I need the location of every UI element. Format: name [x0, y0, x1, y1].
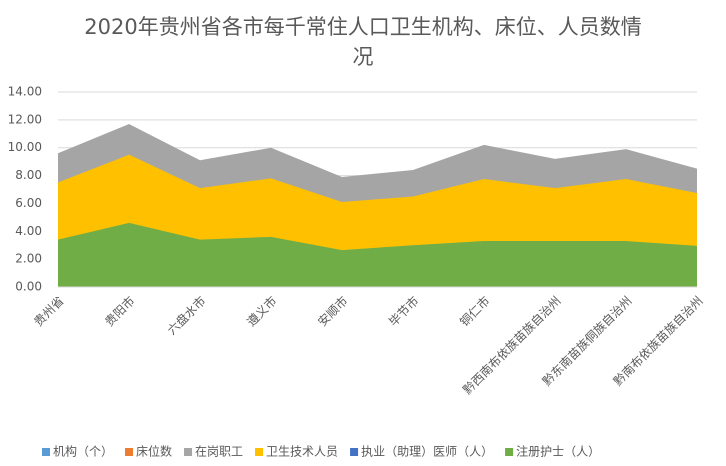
legend-swatch: [125, 448, 134, 456]
y-tick-label: 12.00: [8, 112, 42, 126]
legend-swatch: [184, 448, 193, 456]
chart-title: 2020年贵州省各市每千常住人口卫生机构、床位、人员数情况: [84, 15, 642, 69]
legend-swatch: [42, 448, 50, 456]
y-tick-label: 4.00: [15, 224, 42, 238]
x-tick-label: 铜仁市: [457, 293, 493, 329]
legend-label: 卫生技术人员: [266, 445, 338, 459]
x-tick-label: 遵义市: [244, 293, 280, 329]
y-tick-label: 10.00: [8, 140, 42, 154]
legend-label: 在岗职工: [195, 445, 243, 459]
legend-swatch: [505, 448, 514, 456]
legend-label: 执业（助理）医师（人）: [361, 445, 493, 459]
y-tick-label: 6.00: [15, 196, 42, 210]
area: [58, 222, 697, 287]
legend-label: 床位数: [136, 444, 172, 459]
y-tick-label: 2.00: [15, 252, 42, 266]
y-tick-label: 14.00: [8, 85, 42, 99]
y-tick-label: 8.00: [15, 168, 42, 182]
legend-label: 注册护士（人）: [516, 444, 600, 459]
x-tick-label: 毕节市: [386, 293, 422, 329]
legend-label: 机构（个）: [53, 444, 113, 459]
legend-swatch: [255, 448, 264, 456]
x-tick-label: 贵阳市: [102, 293, 138, 329]
legend-swatch: [350, 448, 359, 456]
y-tick-label: 0.00: [15, 280, 42, 294]
x-tick-label: 贵州省: [31, 294, 66, 329]
x-tick-label: 安顺市: [315, 293, 351, 329]
x-tick-label: 六盘水市: [164, 293, 209, 338]
